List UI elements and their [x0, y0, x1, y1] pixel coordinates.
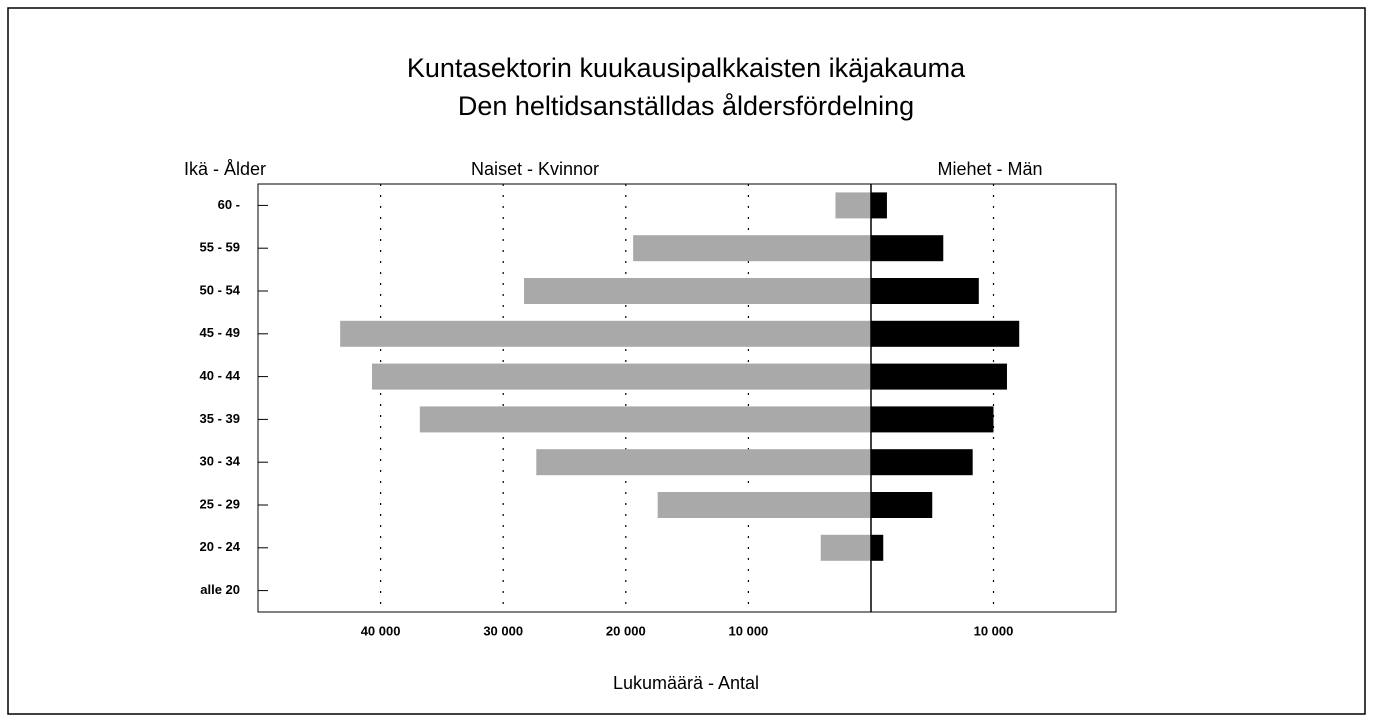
bar — [820, 534, 871, 561]
legend-label: Miehet - Män — [937, 159, 1042, 179]
y-tick-label: 50 - 54 — [200, 282, 241, 297]
x-tick-label: 10 000 — [729, 623, 769, 638]
x-tick-label: 10 000 — [974, 623, 1014, 638]
bar — [372, 363, 871, 390]
y-tick-label: 40 - 44 — [200, 368, 241, 383]
x-tick-label: 30 000 — [483, 623, 523, 638]
y-axis-label: Ikä - Ålder — [184, 159, 266, 179]
x-axis-label: Lukumäärä - Antal — [613, 673, 759, 693]
y-tick-label: alle 20 — [200, 582, 240, 597]
y-tick-label: 20 - 24 — [200, 539, 241, 554]
chart-subtitle: Den heltidsanställdas åldersfördelning — [458, 91, 914, 121]
frame — [7, 7, 1366, 715]
chart-title: Kuntasektorin kuukausipalkkaisten ikäjak… — [407, 53, 966, 83]
bar — [633, 235, 871, 262]
legend-label: Naiset - Kvinnor — [471, 159, 599, 179]
plot-area — [257, 183, 1117, 613]
bar — [871, 363, 1007, 390]
bar — [536, 449, 871, 476]
bar — [871, 449, 973, 476]
x-tick-label: 40 000 — [361, 623, 401, 638]
x-tick-label: 20 000 — [606, 623, 646, 638]
y-tick-label: 30 - 34 — [200, 454, 241, 469]
bar — [871, 406, 994, 433]
bar — [871, 192, 887, 219]
bar — [871, 534, 884, 561]
y-tick-label: 45 - 49 — [200, 325, 240, 340]
y-tick-label: 60 - — [218, 197, 240, 212]
y-tick-label: 25 - 29 — [200, 496, 240, 511]
bar — [871, 320, 1020, 347]
bar — [657, 492, 871, 518]
y-tick-label: 35 - 39 — [200, 411, 240, 426]
bar — [340, 320, 872, 347]
y-tick-label: 55 - 59 — [200, 240, 240, 255]
bar — [871, 492, 933, 518]
bar — [524, 278, 871, 304]
bar — [419, 406, 871, 433]
bar — [871, 278, 979, 304]
bar — [871, 235, 944, 262]
bar — [835, 192, 871, 219]
